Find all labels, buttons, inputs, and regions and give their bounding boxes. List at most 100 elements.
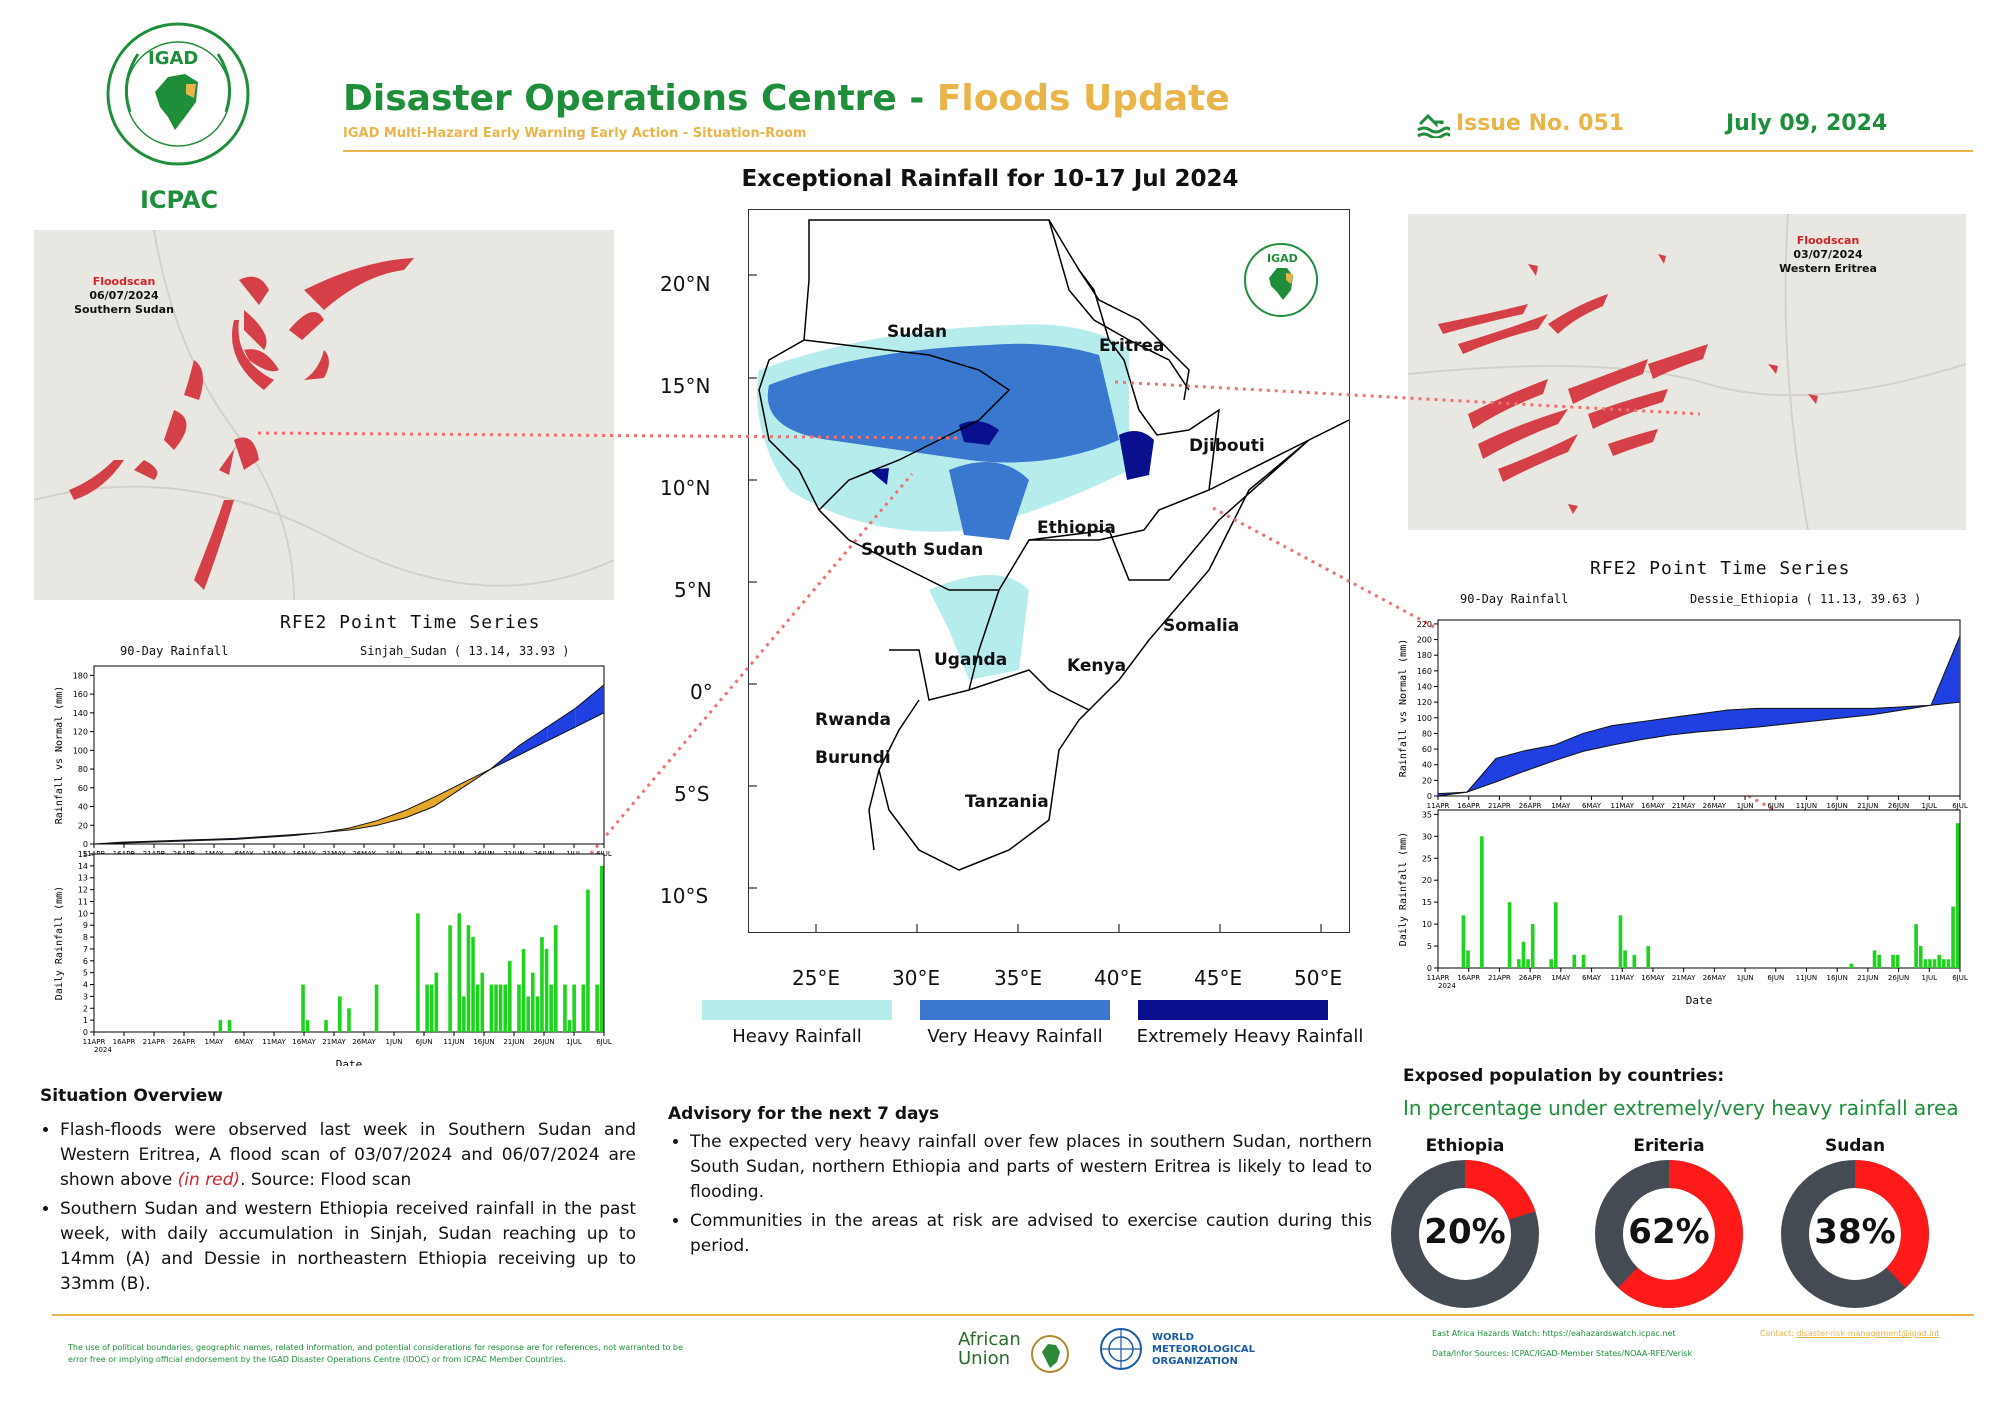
chart-b-top-fill [1612, 721, 1641, 746]
icpac-label: ICPAC [140, 186, 219, 214]
footer-hazards-watch[interactable]: East Africa Hazards Watch: https://eahaz… [1432, 1329, 1676, 1338]
chart-b-bot-ytick-label: 0 [1427, 964, 1432, 973]
chart-b-top-fill [1525, 745, 1554, 771]
chart-b-daily-bar [1646, 946, 1650, 968]
chart-a-daily-bar [553, 925, 558, 1032]
wmo-line-1: WORLD [1152, 1332, 1194, 1343]
lat-label-5s: 5°S [674, 782, 710, 806]
igad-seal-icon [106, 22, 250, 166]
lat-label-20n: 20°N [660, 272, 711, 296]
chart-a-daily-bar [567, 1020, 572, 1032]
chart-b-bot-xtick-label: 21MAY [1672, 974, 1696, 982]
chart-b-bot-ytick-label: 5 [1427, 942, 1432, 951]
chart-a-daily-bar [429, 984, 434, 1032]
chart-a-bot-ytick-label: 0 [83, 1028, 88, 1037]
chart-b-top-ytick-label: 40 [1422, 761, 1432, 770]
chart-a-daily-bar [448, 925, 452, 1032]
chart-a-top-ytick-label: 160 [73, 690, 88, 699]
chart-b-top-xtick-label: 26JUN [1888, 802, 1909, 810]
chart-b-observed-line [1437, 635, 1961, 795]
advisory-bullet-2: Communities in the areas at risk are adv… [690, 1209, 1372, 1259]
chart-a-daily-bar [462, 996, 466, 1032]
chart-b-daily-bar [1461, 915, 1466, 968]
chart-a-daily-bar [466, 925, 471, 1032]
chart-a-top-ytick-label: 80 [78, 765, 88, 774]
chart-a-top-ytick-label: 180 [73, 671, 88, 680]
footer-contact: Contact: disaster-risk-management@igad.i… [1760, 1328, 1940, 1340]
wmo-line-2: METEOROLOGICAL [1152, 1344, 1256, 1355]
lat-label-15n: 15°N [660, 374, 711, 398]
chart-a-bot-ytick-label: 15 [78, 850, 88, 859]
chart-a-bot-xtick-label: 6MAY [234, 1038, 254, 1046]
map-igad-seal-icon [1244, 243, 1318, 317]
chart-a-bot-ytick-label: 8 [83, 933, 88, 942]
chart-b-bot-xtick-label: 16APR [1457, 974, 1480, 982]
chart-a-daily-bar [471, 937, 475, 1032]
chart-a-observed-line [93, 684, 605, 845]
lon-label-35e: 35°E [994, 966, 1043, 990]
exposure-pct-eritrea: 62% [1628, 1212, 1710, 1252]
country-label-somalia: Somalia [1163, 616, 1240, 636]
chart-b-bot-ytick-label: 30 [1422, 832, 1432, 841]
chart-b-top-xtick-label: 26MAY [1703, 802, 1727, 810]
chart-b-bot-ytick-label: 35 [1422, 810, 1432, 819]
chart-a-daily-bar [526, 996, 530, 1032]
chart-b-top-xtick-label: 16APR [1457, 802, 1480, 810]
chart-b-bot-xtick-label: 21APR [1488, 974, 1511, 982]
chart-a-bot-xtick-label: 16MAY [292, 1038, 316, 1046]
chart-a-top-ytick-label: 120 [73, 728, 88, 737]
chart-a-daily-bar [480, 972, 485, 1032]
chart-a-top-fill [377, 810, 406, 826]
page-title-accent: Floods Update [936, 78, 1230, 119]
chart-a-xlabel: Date [336, 1058, 363, 1066]
exposure-donuts [1391, 1160, 1929, 1308]
chart-b-daily-bar [1891, 954, 1895, 968]
advisory-heading: Advisory for the next 7 days [668, 1104, 940, 1124]
chart-b-daily-bar [1932, 959, 1937, 968]
situation-b1-text: Flash-floods were observed last week in … [60, 1120, 636, 1190]
chart-a-top-ytick-label: 140 [73, 709, 88, 718]
chart-a-bot-xtick-label: 1JUL [566, 1038, 582, 1046]
chart-b-top-fill [1728, 708, 1757, 730]
chart-b-top-fill [1757, 708, 1786, 728]
chart-a-daily-bar [489, 984, 494, 1032]
page-title: Disaster Operations Centre - Floods Upda… [343, 78, 1230, 119]
chart-a-top-fill [434, 783, 463, 807]
chart-a-bot-ytick-label: 4 [83, 981, 88, 990]
chart-b-bot-xtick-label: 11JUN [1796, 974, 1817, 982]
chart-b-daily-bar [1872, 950, 1877, 968]
chart-b-bot-xtick-label: 1JUL [1922, 974, 1938, 982]
chart-a-daily-bar [498, 984, 503, 1032]
chart-a-daily-bar [416, 913, 420, 1032]
chart-a-daily-bar [540, 937, 544, 1032]
chart-b-daily-bar [1526, 959, 1530, 968]
floodscan-sudan-place: Southern Sudan [74, 303, 174, 316]
footer-contact-email[interactable]: disaster-risk-management@igad.int [1796, 1329, 1940, 1338]
chart-a-top-fill [405, 797, 434, 818]
chart-b-daily-bar [1942, 959, 1946, 968]
chart-a-top-fill [547, 708, 576, 741]
advisory-bullet-1: The expected very heavy rainfall over fe… [690, 1130, 1372, 1205]
chart-a-bot-ytick-label: 7 [83, 945, 88, 954]
chart-b-bot-xtick-label: 6MAY [1582, 974, 1602, 982]
chart-a-bot-ytick-label: 1 [83, 1016, 88, 1025]
legend-swatch-very-heavy [920, 1000, 1110, 1020]
exposure-pct-ethiopia: 20% [1424, 1212, 1506, 1252]
issue-number: Issue No. 051 [1456, 111, 1625, 136]
chart-b-daily-bar [1549, 959, 1553, 968]
chart-b-bot-xtick-label: 26APR [1519, 974, 1542, 982]
country-label-tanzania: Tanzania [965, 792, 1049, 812]
chart-b-daily-bar [1937, 954, 1942, 968]
chart-a-daily-bar [434, 972, 439, 1032]
chart-a-daily-bar [425, 984, 429, 1032]
chart-b-top-ytick-label: 180 [1417, 651, 1432, 660]
floodscan-eritrea-caption: Floodscan 03/07/2024 Western Eritrea [1768, 234, 1888, 276]
floodscan-sudan-date: 06/07/2024 [89, 289, 159, 302]
chart-a-daily-bar [517, 984, 521, 1032]
chart-b-daily-bar [1946, 959, 1951, 968]
legend-swatch-heavy [702, 1000, 892, 1020]
chart-b-top-xtick-label: 11JUN [1796, 802, 1817, 810]
floodscan-map-sudan: Floodscan 06/07/2024 Southern Sudan [34, 230, 614, 600]
chart-b-daily-bar [1951, 906, 1955, 968]
chart-b-top-xtick-label: 6JUN [1767, 802, 1784, 810]
